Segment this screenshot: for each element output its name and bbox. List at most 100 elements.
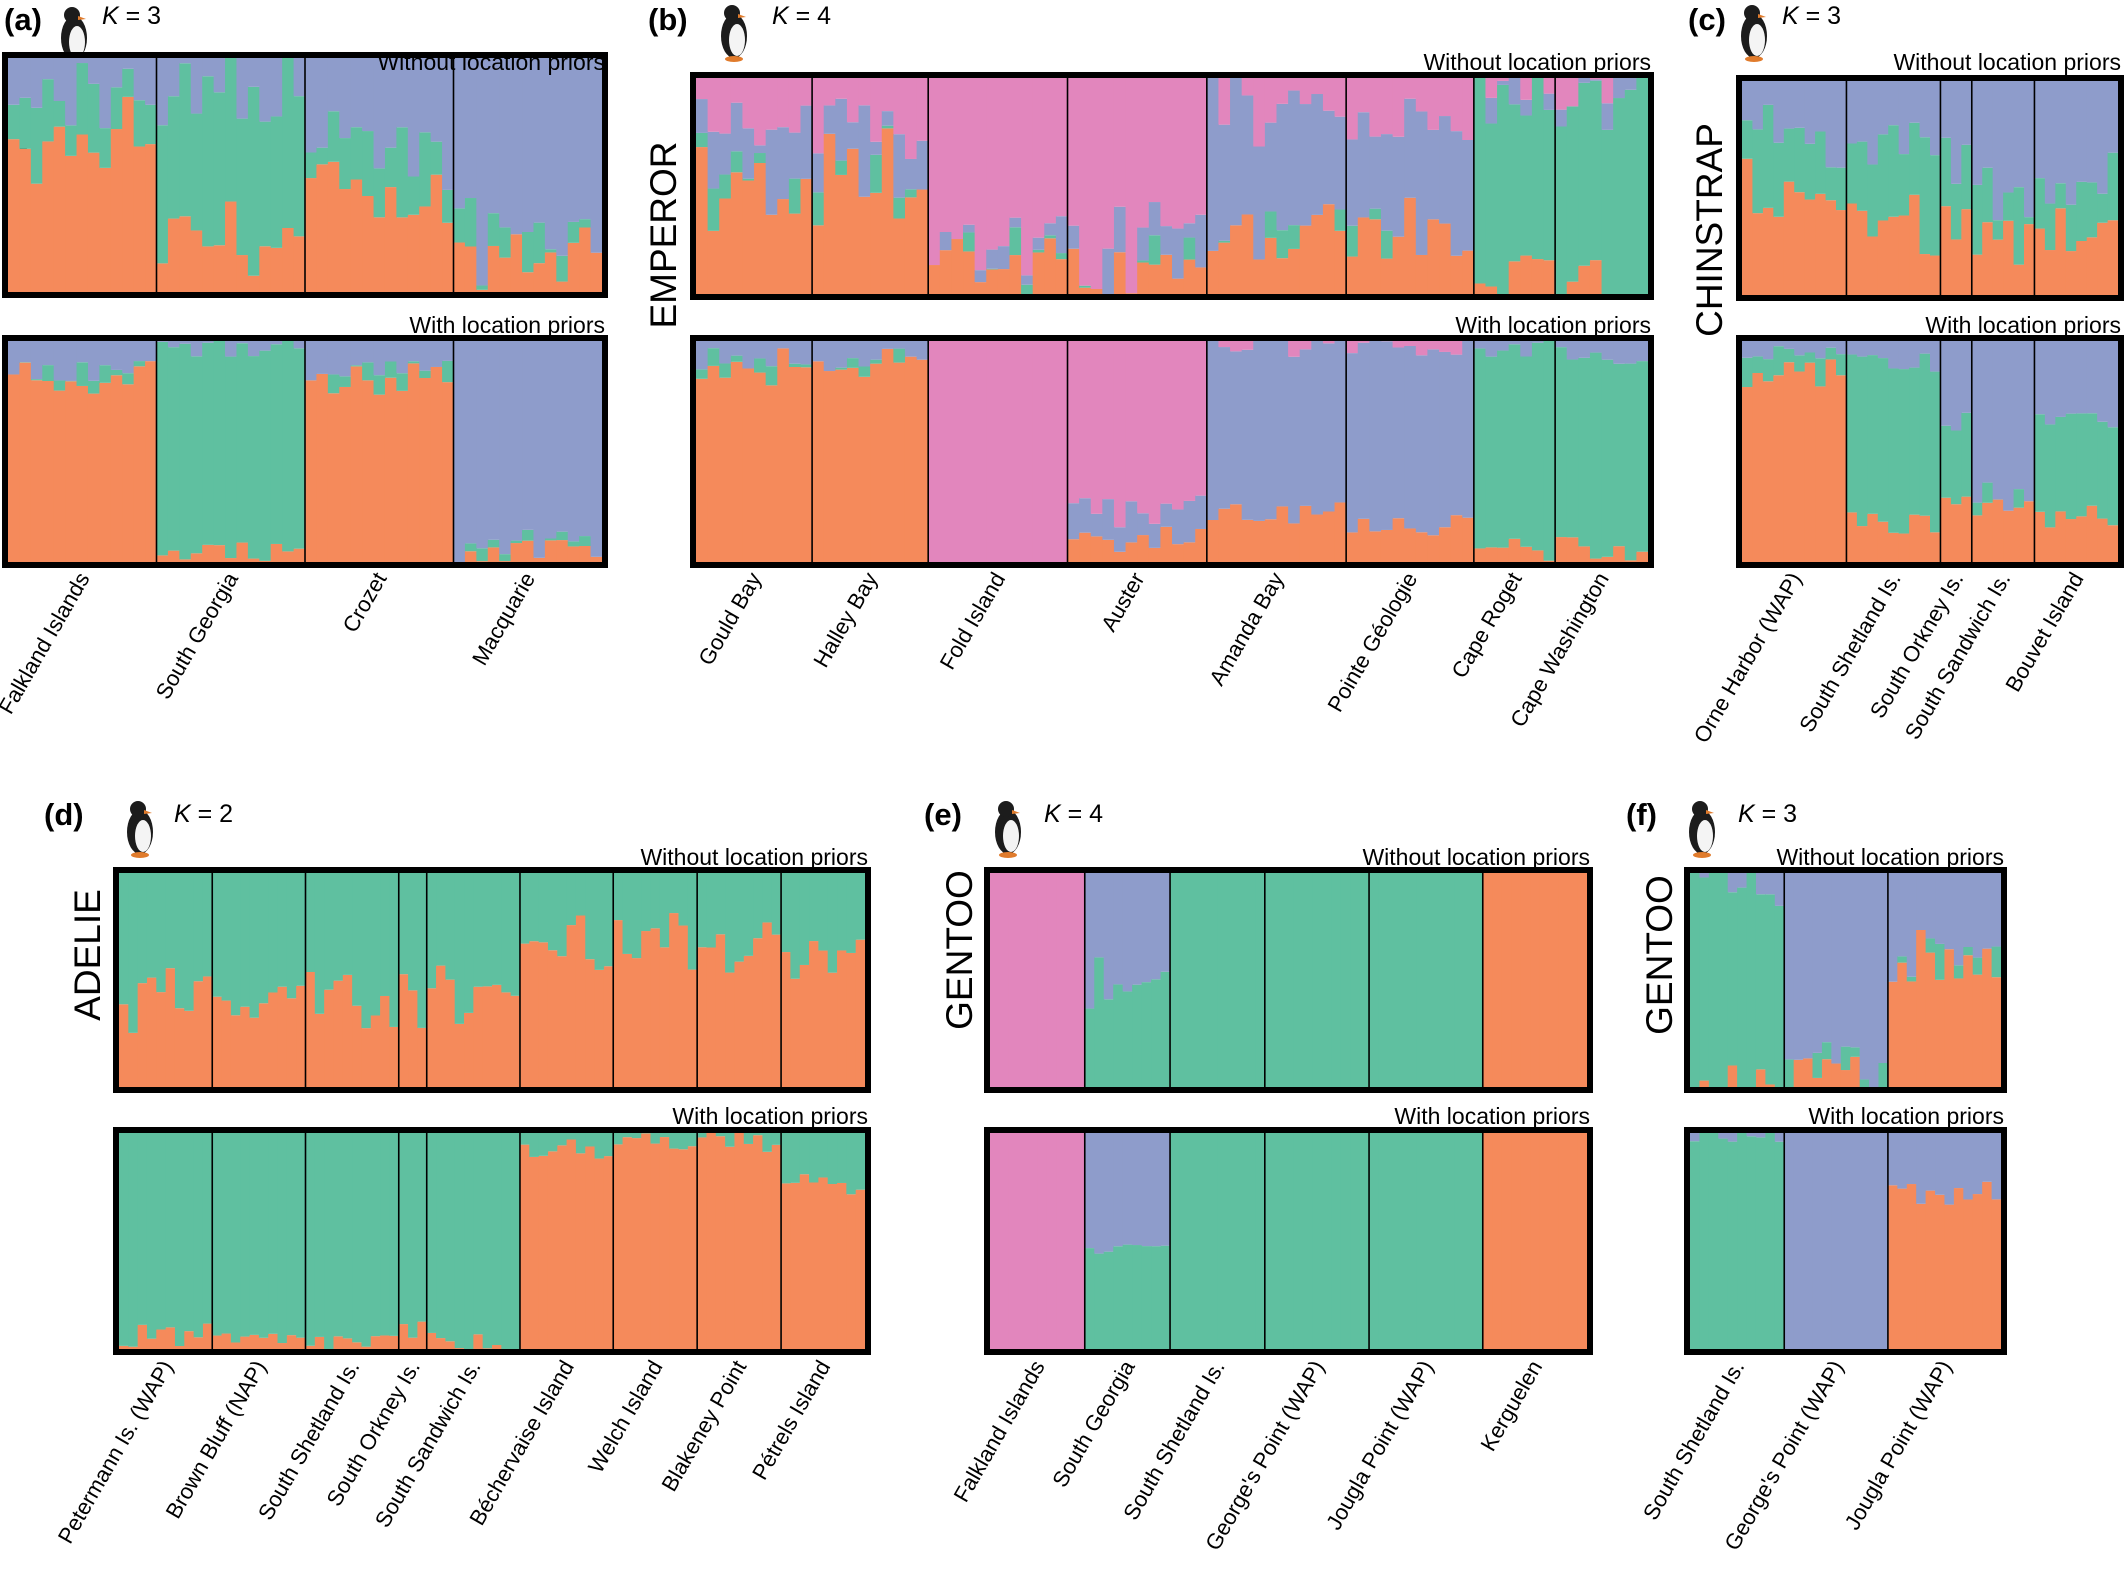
k-value-label: K = 2 [174,800,233,828]
bar-1-1-38-orange [1137,535,1150,562]
bar-1-0-59-pink [1380,78,1394,135]
bar-2-0-6-blue [1804,81,1816,144]
bar-0-1-32-green [373,375,386,395]
bar-2-1-33-orange [2086,505,2098,562]
bar-0-1-9-green [110,369,123,376]
bar-0-0-46-blue [533,58,546,223]
bar-1-0-49-orange [1264,237,1278,294]
bar-1-0-63-orange [1427,219,1440,294]
bar-3-0-34-green [436,873,446,966]
bar-0-1-46-blue [533,341,546,558]
bar-0-1-21-blue [247,341,260,357]
bar-1-0-41-orange [1172,278,1185,294]
plot-title: With location priors [1808,1103,2004,1129]
bar-4-1-51-green [1473,1133,1484,1349]
bar-2-0-1-blue [1752,81,1764,130]
bar-4-1-41-green [1378,1133,1389,1349]
bar-3-1-29-orange [389,1335,400,1349]
bar-2-1-18-blue [1930,341,1942,372]
bar-1-0-73-pink [1543,78,1556,94]
bar-0-0-37-blue [430,58,443,142]
bar-0-1-21-orange [247,558,260,562]
bar-5-0-2-green [1708,873,1719,1087]
bar-1-0-59-green [1380,230,1394,259]
panel-0-plot-1: With location priors [2,312,608,568]
population-label: Blakeney Point [656,1356,751,1496]
bar-1-1-37-pink [1125,341,1138,502]
bar-0-1-27-blue [316,341,329,374]
plot-title: Without location priors [640,844,868,870]
bar-3-1-5-green [165,1133,176,1328]
bar-0-1-33-orange [384,377,397,562]
bar-5-1-25-orange [1925,1190,1936,1349]
bar-3-1-11-green [221,1133,232,1334]
bar-0-0-18-green [213,92,226,246]
panel-3-plot-1: With location priors [113,1103,871,1355]
bar-3-1-17-green [277,1133,288,1344]
bar-2-0-34-blue [2097,81,2109,194]
bar-3-1-1-green [128,1133,139,1347]
bar-1-1-63-blue [1427,349,1440,536]
bar-5-0-12-orange [1803,1058,1814,1087]
bar-0-1-20-blue [236,341,249,344]
bar-0-1-44-orange [510,543,523,562]
bar-3-1-42-green [510,1133,521,1349]
bar-0-1-17-orange [202,544,215,562]
bar-5-0-18-green [1859,1079,1870,1087]
bar-1-0-6-blue [765,129,778,215]
bar-1-0-38-blue [1137,227,1150,261]
bar-1-1-1-orange [707,365,720,562]
bar-1-0-48-orange [1253,259,1266,294]
bar-3-0-64-orange [715,934,726,1087]
bar-1-1-80-orange [1624,560,1637,562]
bar-3-1-71-green [781,1133,791,1184]
bar-3-1-54-orange [622,1137,633,1349]
bar-0-1-16-blue [190,341,203,357]
plot-title: Without location priors [1893,49,2121,75]
bar-0-0-43-blue [499,58,512,228]
bar-5-0-9-green [1774,905,1785,1087]
species-label: GENTOO [939,870,980,1030]
bar-3-0-0-green [119,873,129,1005]
bar-0-0-48-orange [556,281,569,292]
population-label: Gould Bay [693,568,766,669]
plot-title: With location priors [1455,312,1651,338]
bar-4-1-8-pink [1065,1133,1076,1349]
bar-4-0-16-blue [1141,873,1152,983]
bar-3-0-3-green [146,873,157,978]
bar-1-1-17-blue [893,341,906,349]
bar-1-1-36-pink [1113,341,1127,528]
bar-5-1-19-blue [1869,1133,1880,1349]
bar-5-0-24-blue [1916,873,1927,930]
bar-0-0-18-blue [213,58,226,93]
bar-1-0-54-blue [1322,110,1336,205]
bar-3-0-55-orange [631,958,642,1087]
bar-0-1-47-green [544,538,557,541]
bar-4-1-46-green [1425,1133,1436,1349]
bar-1-0-46-orange [1230,225,1243,294]
bar-0-1-45-blue [522,341,535,530]
bar-1-1-3-green [730,355,744,362]
bar-2-1-18-green [1930,371,1942,533]
bar-0-1-9-orange [110,375,123,562]
bar-1-1-42-pink [1183,341,1196,501]
bar-4-1-0-pink [990,1133,1001,1349]
bar-3-1-60-green [678,1133,689,1150]
bar-1-1-8-orange [788,367,802,562]
bar-2-0-23-blue [1982,81,1994,168]
bar-0-0-26-orange [305,178,318,292]
bar-1-0-18-green [904,189,918,198]
bar-2-1-13-orange [1877,521,1889,562]
bar-0-0-23-blue [270,58,283,117]
bar-0-1-20-green [236,343,249,543]
bar-3-1-59-green [669,1133,680,1149]
bar-1-0-78-green [1601,129,1614,294]
bar-1-0-1-blue [707,131,720,189]
bar-0-0-2-green [30,107,43,184]
bar-3-0-72-orange [790,978,801,1087]
bar-0-0-47-blue [544,58,557,250]
bar-3-0-61-green [687,873,698,970]
bar-3-0-60-orange [678,925,689,1087]
bar-4-0-3-pink [1018,873,1029,1087]
bar-3-1-58-orange [659,1137,670,1349]
